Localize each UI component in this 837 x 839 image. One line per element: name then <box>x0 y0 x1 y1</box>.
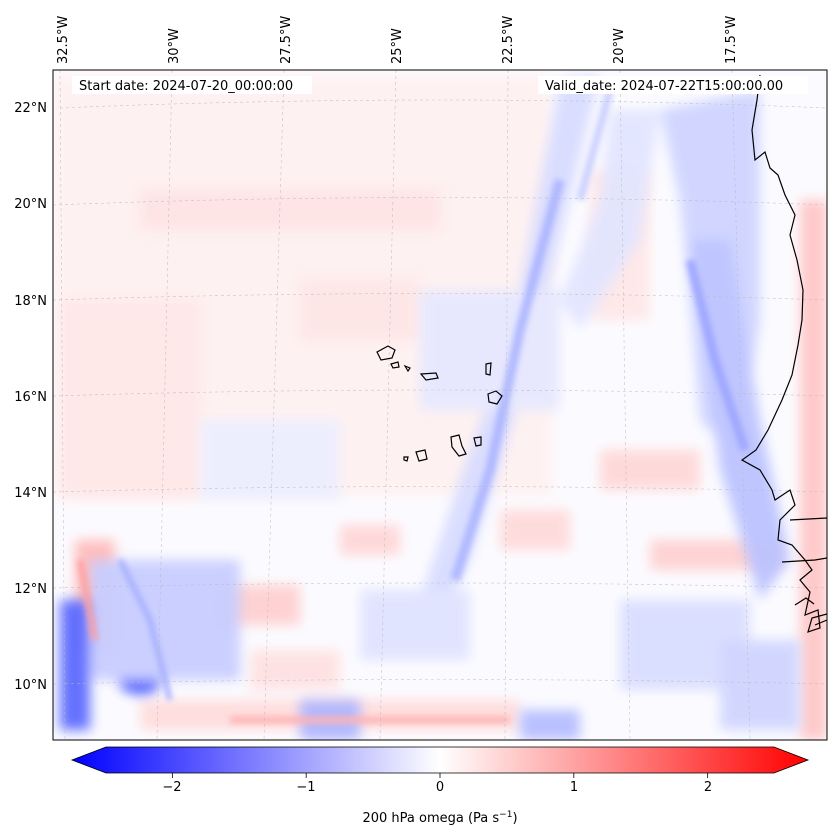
omega-positive-areas <box>53 75 827 740</box>
lat-label: 14°N <box>14 486 47 501</box>
colorbar-tick-label: 2 <box>704 780 712 795</box>
start-date-label: Start date: 2024-07-20_00:00:00 <box>79 79 293 94</box>
colorbar: −2 −1 0 1 2 200 hPa omega (Pa s−1) <box>70 746 810 826</box>
island-brava <box>403 456 409 462</box>
colorbar-body <box>70 746 810 774</box>
lon-label: 25°W <box>390 28 405 64</box>
lat-label: 22°N <box>14 101 47 116</box>
african-coastline <box>740 74 827 633</box>
lon-label: 17.5°W <box>724 16 739 64</box>
island-santiago <box>450 434 467 457</box>
colorbar-tick-label: 0 <box>436 780 444 795</box>
island-santo-antao <box>376 345 396 361</box>
valid-date-box <box>538 76 808 94</box>
cape-verde-islands <box>376 345 503 462</box>
island-santa-luzia <box>403 364 411 373</box>
start-date-box <box>72 76 312 94</box>
lat-label: 16°N <box>14 390 47 405</box>
colorbar-label: 200 hPa omega (Pa s−1) <box>362 810 517 826</box>
valid-date-label: Valid_date: 2024-07-22T15:00:00.00 <box>545 79 783 94</box>
lon-label: 30°W <box>167 28 182 64</box>
island-boa-vista <box>487 390 503 405</box>
island-sao-vicente <box>390 361 400 369</box>
lon-label: 20°W <box>612 28 627 64</box>
map-frame <box>52 69 828 741</box>
colorbar-tick-label: 1 <box>570 780 578 795</box>
island-maio <box>473 436 482 447</box>
colorbar-tick-label: −2 <box>162 780 181 795</box>
lat-label: 20°N <box>14 197 47 212</box>
island-sao-nicolau <box>419 372 439 381</box>
lon-label: 22.5°W <box>501 16 516 64</box>
lat-label: 10°N <box>14 678 47 693</box>
latitude-labels: 22°N 20°N 18°N 16°N 14°N 12°N 10°N <box>14 101 47 693</box>
omega-streaks <box>76 88 750 724</box>
gridlines <box>53 70 827 740</box>
lon-label: 27.5°W <box>279 16 294 64</box>
lon-label: 32.5°W <box>56 16 71 64</box>
colorbar-tick-label: −1 <box>296 780 315 795</box>
lat-label: 12°N <box>14 582 47 597</box>
map-panel <box>53 70 827 740</box>
island-sal <box>485 362 492 376</box>
island-fogo <box>415 449 428 462</box>
colorbar-ticks <box>171 773 709 778</box>
lat-label: 18°N <box>14 294 47 309</box>
longitude-labels: 32.5°W 30°W 27.5°W 25°W 22.5°W 20°W 17.5… <box>56 16 739 64</box>
